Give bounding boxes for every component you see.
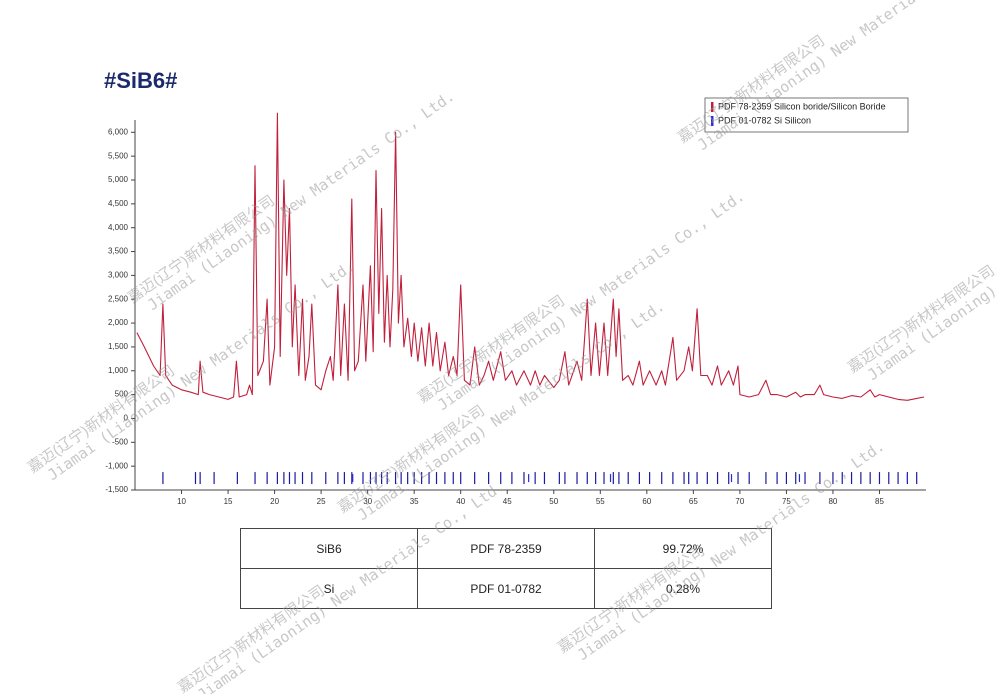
x-tick-label: 85 [875, 497, 884, 506]
phase-table: SiB6 PDF 78-2359 99.72% Si PDF 01-0782 0.28% [240, 528, 772, 609]
cell: SiB6 [240, 528, 418, 569]
x-tick-label: 20 [270, 497, 279, 506]
pattern-line [136, 112, 925, 401]
legend-label: PDF 01-0782 Si Silicon [718, 115, 811, 125]
y-tick-label: 2,000 [108, 318, 129, 327]
chart-title: #SiB6# [104, 68, 177, 93]
x-tick-label: 35 [410, 497, 419, 506]
y-tick-label: 500 [115, 390, 129, 399]
x-tick-label: 80 [828, 497, 837, 506]
x-tick-label: 65 [689, 497, 698, 506]
x-tick-label: 50 [549, 497, 558, 506]
y-tick-label: 4,000 [108, 223, 129, 232]
table-row: SiB6 PDF 78-2359 99.72% [240, 528, 772, 569]
legend-swatch [711, 116, 714, 126]
y-tick-label: 1,000 [108, 366, 129, 375]
legend-swatch [711, 102, 714, 112]
y-tick-label: 1,500 [108, 342, 129, 351]
y-tick-label: 4,500 [108, 199, 129, 208]
legend-box [704, 97, 909, 133]
y-tick-label: -1,000 [105, 461, 128, 470]
x-tick-label: 15 [224, 497, 233, 506]
x-tick-label: 40 [456, 497, 465, 506]
y-tick-label: 5,000 [108, 175, 129, 184]
cell: PDF 01-0782 [417, 568, 595, 609]
y-tick-label: 5,500 [108, 151, 129, 160]
legend-label: PDF 78-2359 Silicon boride/Silicon Borid… [718, 101, 886, 111]
x-tick-label: 70 [735, 497, 744, 506]
y-tick-label: 2,500 [108, 294, 129, 303]
y-tick-label: -500 [112, 437, 129, 446]
cell: 99.72% [594, 528, 772, 569]
y-tick-label: 3,500 [108, 247, 129, 256]
x-tick-label: 55 [596, 497, 605, 506]
cell: Si [240, 568, 418, 609]
x-tick-label: 25 [317, 497, 326, 506]
table-row: Si PDF 01-0782 0.28% [240, 568, 772, 609]
y-tick-label: 3,000 [108, 270, 129, 279]
cell: PDF 78-2359 [417, 528, 595, 569]
x-tick-label: 30 [363, 497, 372, 506]
y-tick-label: -1,500 [105, 485, 128, 494]
y-tick-label: 0 [124, 414, 129, 423]
cell: 0.28% [594, 568, 772, 609]
x-tick-label: 60 [642, 497, 651, 506]
y-tick-label: 6,000 [108, 127, 129, 136]
x-tick-label: 45 [503, 497, 512, 506]
x-tick-label: 10 [177, 497, 186, 506]
x-tick-label: 75 [782, 497, 791, 506]
